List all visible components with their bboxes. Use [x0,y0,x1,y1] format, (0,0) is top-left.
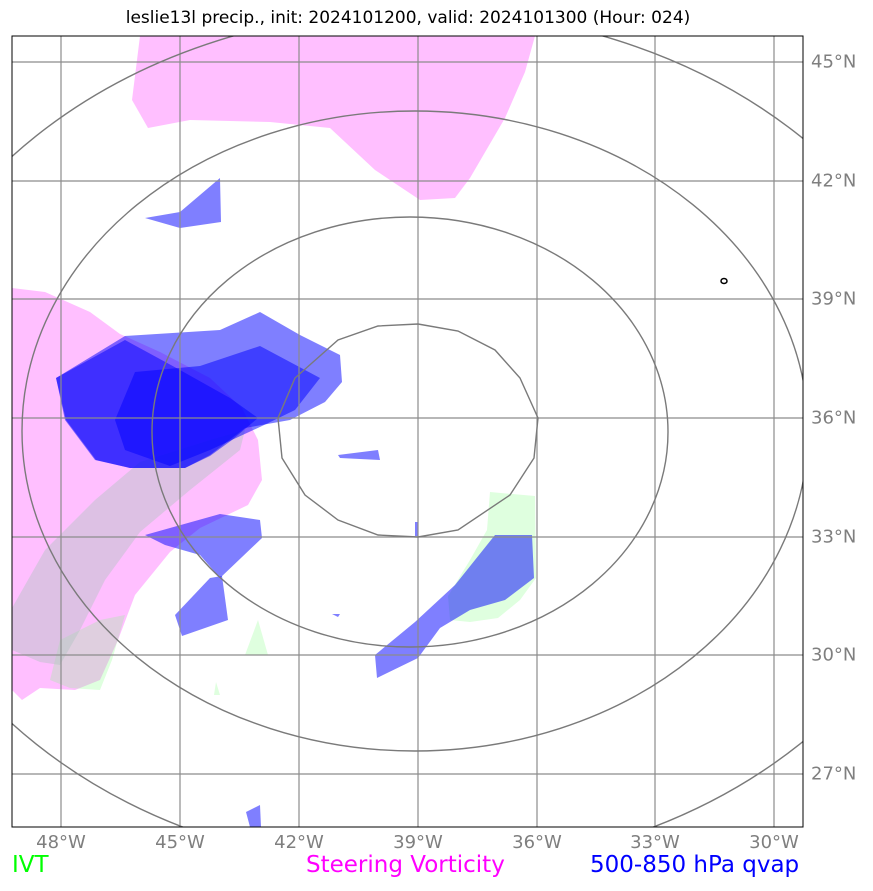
contour-marker [720,277,728,285]
map-title: leslie13l precip., init: 2024101200, val… [125,8,691,28]
lon-tick-label: 36°W [512,832,562,853]
qvap-layer [56,178,534,827]
qvap-region-speck [332,614,340,617]
ivt-region-small [245,620,268,655]
qvap-region-north [145,178,221,228]
lat-tick-label: 39°N [811,288,857,310]
gridlines [12,36,803,827]
lat-tick-label: 27°N [811,763,857,785]
lat-tick-label: 33°N [811,526,857,548]
lat-tick-label: 30°N [811,644,857,666]
range-ring-2 [151,216,669,648]
lat-tick-label: 45°N [811,51,857,73]
legend-steering-vorticity: Steering Vorticity [306,852,505,878]
legend-ivt: IVT [12,852,49,878]
shaded-band [12,430,245,665]
qvap-region-sliver [415,522,418,536]
range-ring-1 [277,323,539,538]
ivt-region-tiny [214,682,220,695]
lon-tick-label: 39°W [393,832,443,853]
map-frame [11,35,804,828]
range-rings [12,36,803,827]
qvap-region-south [246,805,261,827]
lat-tick-label: 42°N [811,170,857,192]
ivt-region-southwest [50,615,125,690]
qvap-region-west-lower [175,576,228,636]
range-ring-3 [21,110,803,752]
qvap-region-west-strip [145,514,262,578]
qvap-region-east [375,535,534,678]
lon-tick-label: 48°W [36,832,86,853]
lon-tick-label: 45°W [155,832,205,853]
lon-tick-label: 33°W [630,832,680,853]
lat-tick-label: 36°N [811,407,857,429]
lon-tick-label: 42°W [274,832,324,853]
lon-tick-label: 30°W [749,832,799,853]
qvap-region-central-shift [115,346,320,466]
legend-qvap: 500-850 hPa qvap [590,852,800,878]
qvap-region-small-center [338,450,380,460]
